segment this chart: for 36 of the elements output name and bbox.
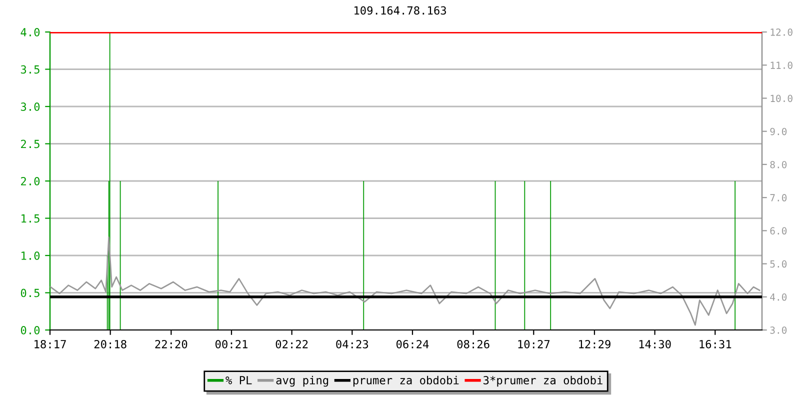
y2-tick-label: 12.0 xyxy=(770,28,792,36)
y2-tick-label: 3.0 xyxy=(770,326,787,334)
y2-tick-label: 4.0 xyxy=(770,293,787,301)
x-tick-label: 04:23 xyxy=(336,340,368,348)
legend-label: % PL xyxy=(226,376,252,384)
x-tick-label: 20:18 xyxy=(94,340,126,348)
y-tick-label: 3.5 xyxy=(20,65,40,74)
x-tick-label: 18:17 xyxy=(34,340,66,348)
y-tick-label: 0.5 xyxy=(20,288,40,298)
y2-tick-label: 6.0 xyxy=(770,227,787,235)
y2-tick-label: 9.0 xyxy=(770,128,787,136)
y-tick-label: 1.5 xyxy=(22,214,40,223)
x-tick-label: 16:31 xyxy=(700,340,732,348)
y2-tick-label: 7.0 xyxy=(770,194,787,202)
legend-label: avg ping xyxy=(276,376,328,387)
x-tick-label: 12:29 xyxy=(579,340,610,348)
x-tick-label: 14:30 xyxy=(639,340,671,348)
x-tick-label: 02:22 xyxy=(276,340,308,348)
x-tick-label: 06:24 xyxy=(396,340,429,348)
legend-label: prumer za obdobi xyxy=(353,376,459,387)
y-tick-label: 3.0 xyxy=(20,102,40,111)
y-tick-label: 4.0 xyxy=(20,28,40,36)
x-tick-label: 22:20 xyxy=(155,340,188,348)
y-tick-label: 2.5 xyxy=(21,140,40,148)
x-tick-label: 10:27 xyxy=(518,340,550,348)
y-tick-label: 0.0 xyxy=(20,326,40,334)
chart-title: 109.164.78.163 xyxy=(354,6,446,15)
y2-tick-label: 10.0 xyxy=(770,94,792,102)
y-tick-label: 1.0 xyxy=(22,252,40,260)
y2-tick-label: 5.0 xyxy=(770,260,787,268)
legend-label: 3*prumer za obdobi xyxy=(484,376,602,387)
x-tick-label: 08:26 xyxy=(457,340,490,348)
y-tick-label: 2.0 xyxy=(21,177,40,186)
y2-tick-label: 11.0 xyxy=(770,62,792,69)
x-tick-label: 00:21 xyxy=(215,340,248,348)
y2-tick-label: 8.0 xyxy=(770,160,787,168)
